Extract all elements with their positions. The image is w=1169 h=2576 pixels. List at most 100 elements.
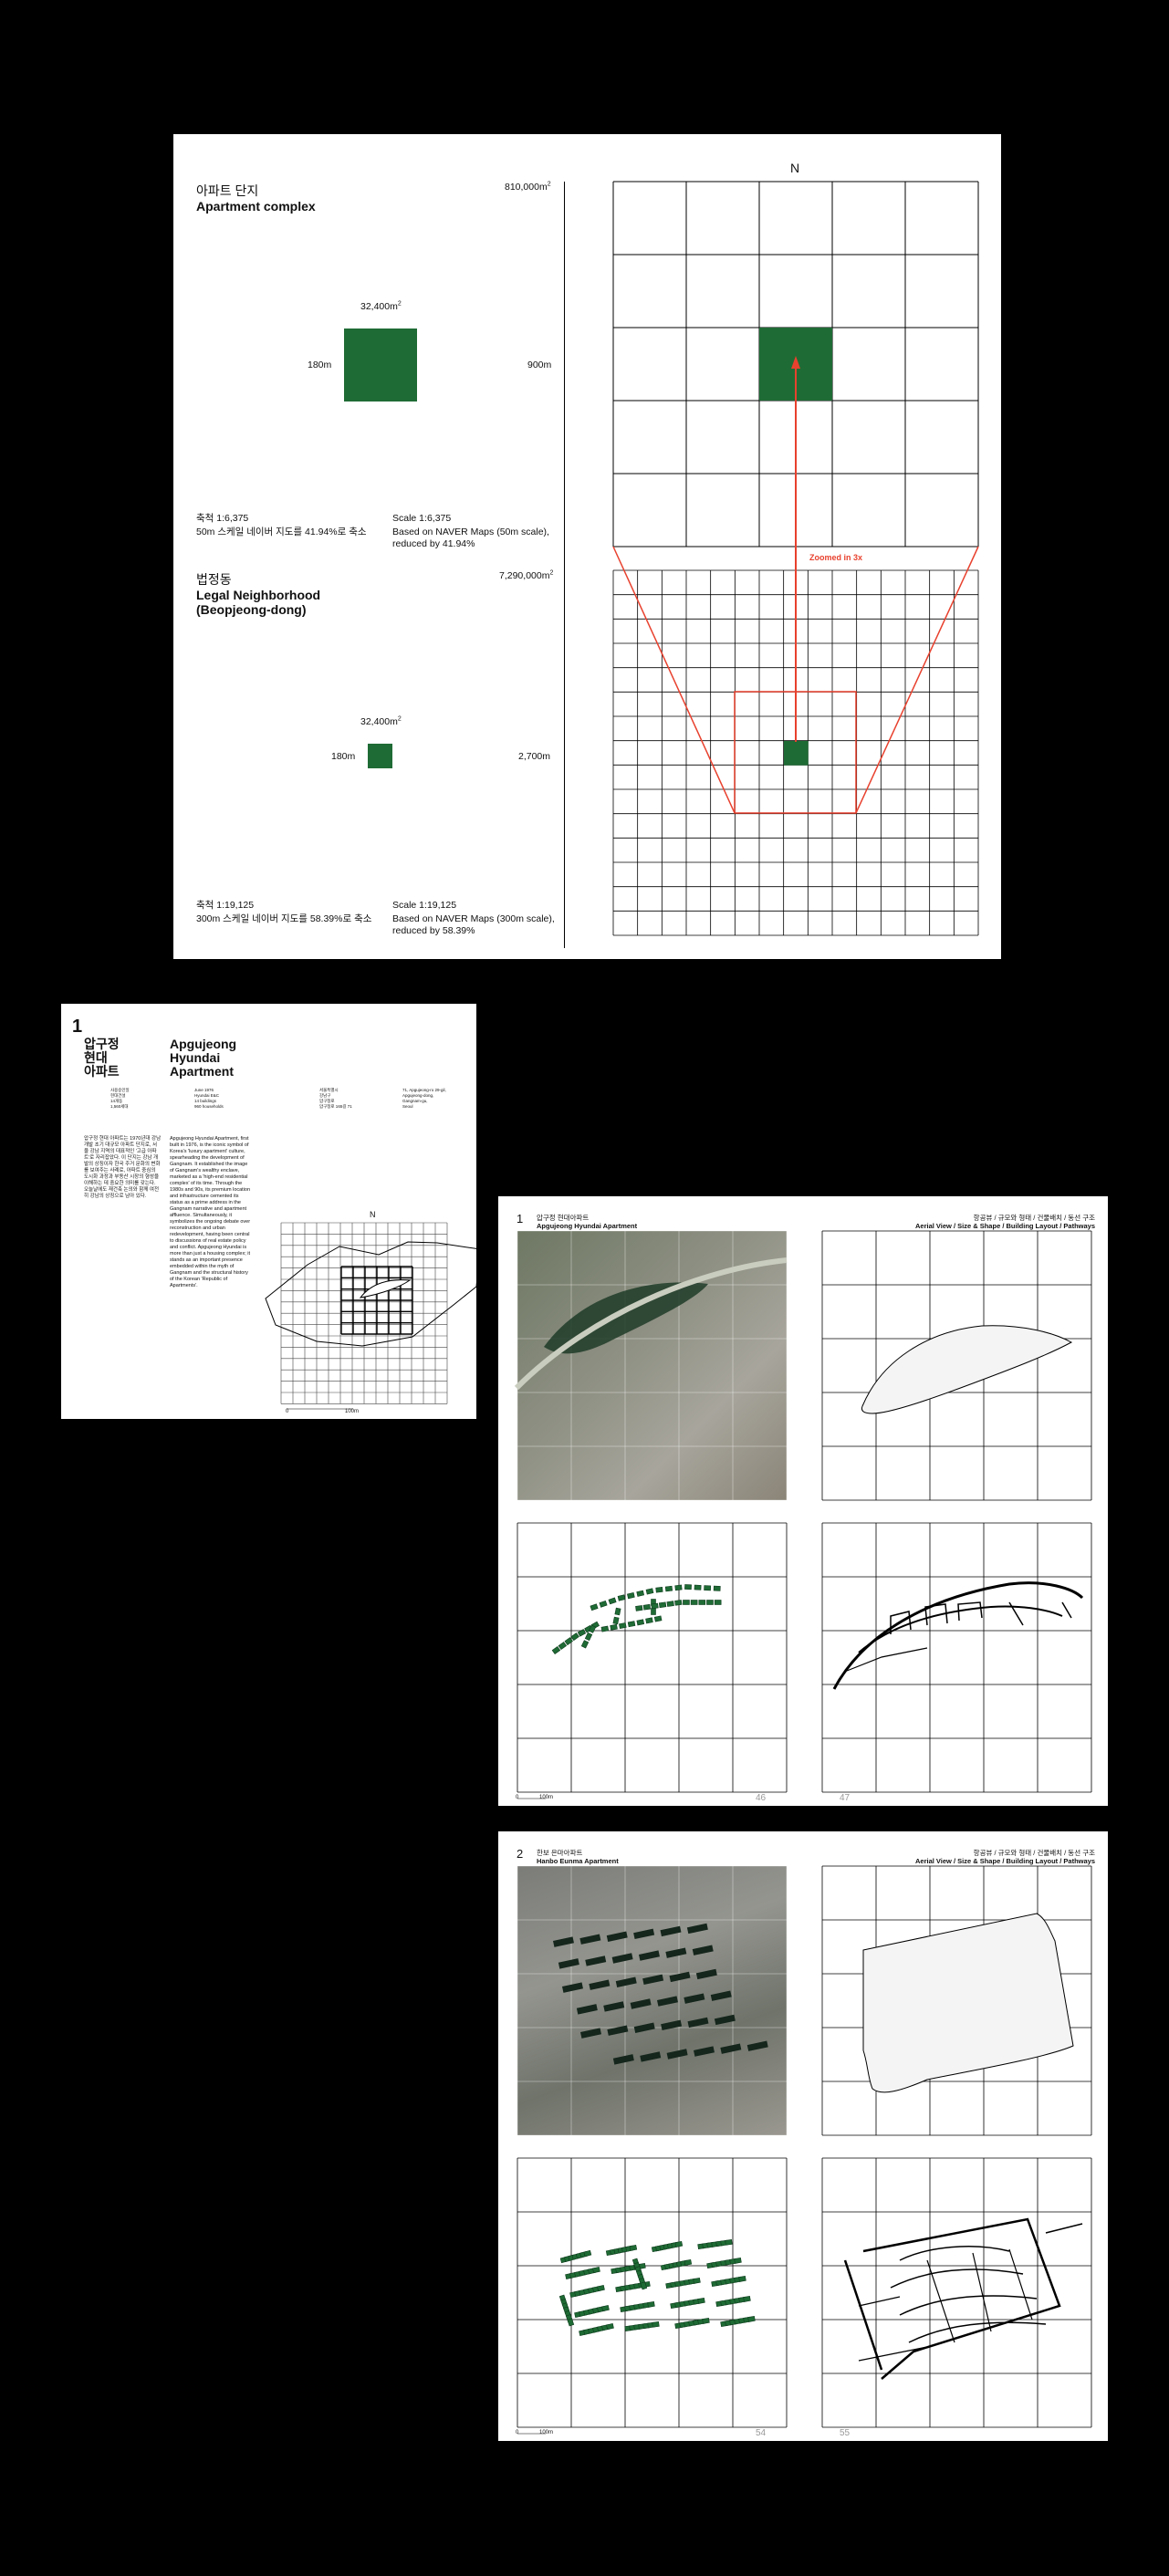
complex-side-length: 900m bbox=[527, 360, 552, 370]
spread1-name-en: Apgujeong Hyundai Apartment bbox=[537, 1222, 638, 1230]
aerial-building bbox=[665, 1947, 687, 1958]
spread1-aerial-grid bbox=[517, 1230, 788, 1501]
building-unit bbox=[612, 1616, 620, 1625]
aerial-building bbox=[603, 2001, 625, 2012]
spread2-building-row-17 bbox=[579, 2322, 614, 2337]
building-unit bbox=[664, 1585, 673, 1592]
spread2-scale-0: 0 bbox=[516, 2430, 519, 2435]
spread2-layout-grid bbox=[517, 2157, 788, 2428]
building-unit bbox=[558, 1642, 568, 1651]
building-unit bbox=[600, 1625, 610, 1632]
building-unit bbox=[697, 2298, 705, 2304]
complex-title-en: Apartment complex bbox=[196, 199, 316, 214]
spread2-building-row-15 bbox=[670, 2298, 705, 2309]
aerial-building bbox=[630, 1998, 652, 2009]
neighborhood-title-ko: 법정동 bbox=[196, 572, 232, 587]
spread1-scale-100m: 100m bbox=[539, 1795, 554, 1800]
aerial-building bbox=[562, 1982, 583, 1993]
building-unit bbox=[645, 1588, 654, 1595]
aerial-building bbox=[693, 2046, 715, 2057]
building-unit bbox=[617, 1594, 626, 1601]
spread1-pathways bbox=[832, 1581, 1084, 1690]
aerial-building bbox=[669, 1971, 691, 1983]
spread2-building-row-12 bbox=[711, 2276, 746, 2287]
building-unit bbox=[619, 1622, 627, 1629]
pathway bbox=[890, 1611, 912, 1634]
neighborhood-block-area: 32,400m2 bbox=[360, 715, 402, 728]
spread1-page-left: 46 bbox=[756, 1793, 767, 1803]
spread2-building-row-20 bbox=[720, 2316, 756, 2327]
building-unit bbox=[658, 1601, 667, 1609]
building-unit bbox=[610, 1623, 618, 1631]
building-unit bbox=[684, 1584, 692, 1590]
intro-frame bbox=[281, 1223, 445, 1405]
aerial-building bbox=[692, 1945, 714, 1955]
divider-line bbox=[564, 182, 565, 948]
pathway bbox=[972, 2252, 992, 2332]
aerial-building bbox=[615, 1976, 637, 1987]
complex-title-ko: 아파트 단지 bbox=[196, 183, 259, 198]
intro-title-en: Apgujeong Hyundai Apartment bbox=[170, 1037, 237, 1079]
spread2-building-row-2 bbox=[605, 2244, 638, 2257]
aerial-building bbox=[686, 1923, 708, 1935]
building-unit bbox=[627, 1592, 635, 1600]
building-unit bbox=[584, 1632, 593, 1642]
building-unit bbox=[655, 1587, 663, 1593]
pathway bbox=[858, 1605, 1063, 1653]
spread1-page-right: 47 bbox=[840, 1793, 851, 1803]
pathway bbox=[858, 2296, 901, 2307]
zoom-line-right bbox=[855, 546, 979, 814]
spread2-diagrams bbox=[517, 1865, 1092, 2435]
complex-green-block bbox=[344, 329, 417, 402]
building-unit bbox=[694, 1584, 702, 1590]
building-unit bbox=[684, 2258, 693, 2266]
intro-site-map bbox=[265, 1222, 476, 1410]
spread1-right-ko: 항공뷰 / 규모와 형태 / 건물배치 / 동선 구조 bbox=[973, 1214, 1095, 1222]
building-unit bbox=[636, 1619, 645, 1626]
spread2-building-row-5 bbox=[565, 2266, 600, 2280]
pathway bbox=[1061, 1601, 1072, 1619]
neighborhood-total-area: 7,290,000m2 bbox=[499, 569, 554, 582]
spread2-page-left: 54 bbox=[756, 2428, 767, 2438]
spread1-scale-0: 0 bbox=[516, 1795, 519, 1800]
pathway bbox=[899, 2295, 1038, 2316]
scale-comparison-page: 아파트 단지 Apartment complex 810,000m2 32,40… bbox=[173, 134, 1001, 959]
intro-meta-ko-addr: 서울특별시 강남구 압구정로 압구정로 165길 71 bbox=[319, 1088, 352, 1109]
building-unit bbox=[627, 1621, 636, 1628]
building-unit bbox=[580, 1640, 590, 1649]
aerial-building bbox=[633, 2022, 655, 2033]
building-unit bbox=[614, 1607, 621, 1616]
spread1-layout-grid bbox=[517, 1522, 788, 1793]
building-unit bbox=[645, 1617, 653, 1624]
spread2-aerial-grid bbox=[517, 1865, 788, 2136]
building-unit bbox=[583, 2249, 592, 2258]
spread1-diagrams bbox=[514, 1230, 1092, 1799]
spread2-name-en: Hanbo Eunma Apartment bbox=[537, 1857, 619, 1865]
spread2-right-ko: 항공뷰 / 규모와 형태 / 건물배치 / 동선 구조 bbox=[973, 1849, 1095, 1857]
neighborhood-block-side: 180m bbox=[331, 751, 356, 762]
neighborhood-grid-green-block bbox=[784, 741, 809, 766]
spread2-number: 2 bbox=[517, 1847, 524, 1861]
aerial-building bbox=[576, 2004, 598, 2015]
intro-district-outline bbox=[265, 1241, 476, 1347]
spread1-building-row-2 bbox=[590, 1584, 721, 1611]
spread2-building-row-14 bbox=[620, 2301, 655, 2312]
spread2-building-row-8 bbox=[706, 2258, 742, 2268]
building-unit bbox=[570, 1632, 579, 1642]
building-unit bbox=[747, 2316, 756, 2322]
intro-meta-en-addr: 71, Apgujeong-ro 29-gil, Apgujeong-dong,… bbox=[402, 1088, 446, 1109]
pathway bbox=[899, 2246, 1010, 2261]
spread2-name-ko: 한보 은마아파트 bbox=[537, 1849, 583, 1857]
aerial-building bbox=[579, 1934, 601, 1945]
intro-core-grid bbox=[340, 1266, 413, 1335]
aerial-building bbox=[589, 1979, 611, 1990]
aerial-building bbox=[746, 2040, 768, 2051]
intro-title-ko: 압구정 현대 아파트 bbox=[84, 1037, 120, 1079]
building-unit bbox=[734, 2258, 742, 2264]
building-unit bbox=[698, 1600, 706, 1605]
spread2-pathway-grid bbox=[821, 2157, 1092, 2428]
aerial-building bbox=[642, 1974, 664, 1986]
complex-total-area: 810,000m2 bbox=[505, 181, 551, 193]
spread2-site-shape bbox=[862, 1913, 1074, 2093]
spread1-site-shape bbox=[861, 1325, 1073, 1414]
